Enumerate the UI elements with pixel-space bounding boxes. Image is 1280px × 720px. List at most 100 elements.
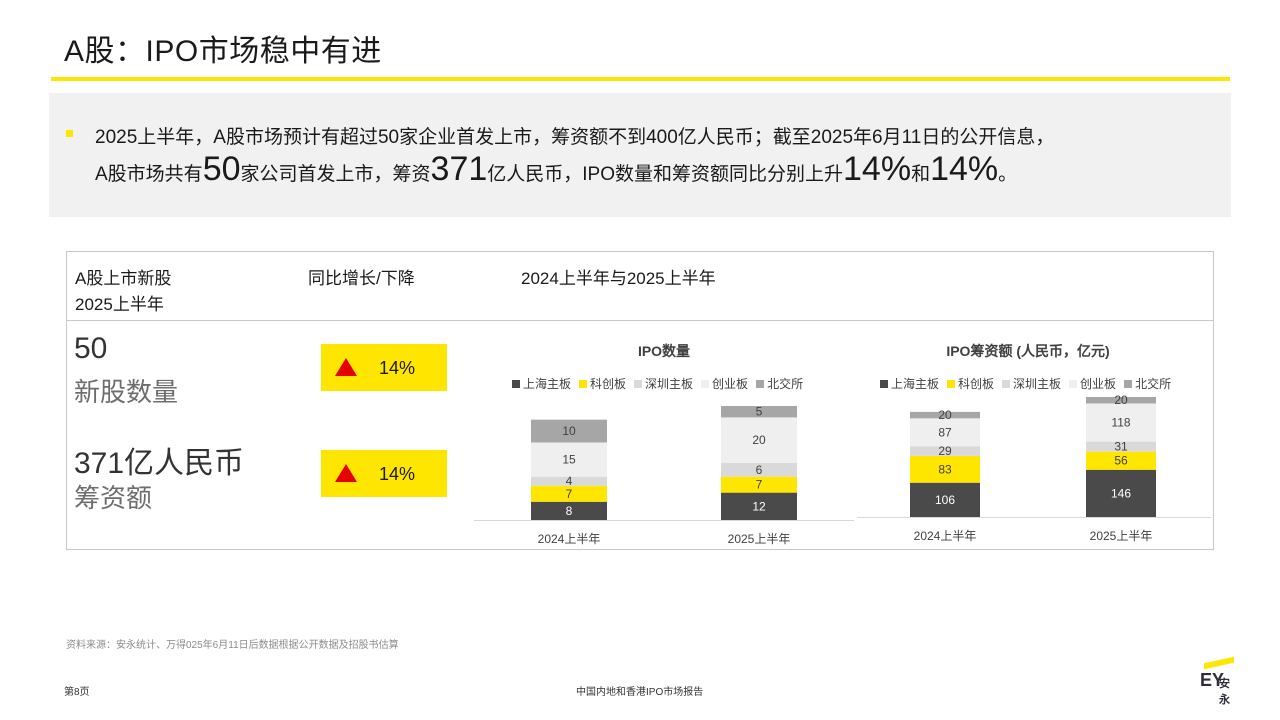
- data-label: 7: [566, 487, 573, 501]
- data-label: 83: [938, 462, 952, 476]
- bar-segment: [721, 406, 797, 418]
- bar-segment: [1086, 403, 1156, 442]
- legend-swatch: [947, 380, 956, 388]
- summary-line-1: 2025上半年，A股市场预计有超过50家企业首发上市，筹资额不到400亿人民币；…: [95, 127, 1055, 148]
- category-label: 2024上半年: [914, 529, 977, 543]
- legend-item: 创业板: [701, 375, 748, 392]
- source-note: 资料来源：安永统计、万得025年6月11日后数据根据公开数据及招股书估算: [66, 640, 399, 651]
- header-yoy: 同比增长/下降: [308, 269, 415, 288]
- kpi-count-value: 50: [74, 332, 108, 365]
- summary-count: 50: [202, 150, 241, 188]
- yoy-amount-value: 14%: [379, 464, 416, 484]
- legend-swatch: [701, 380, 710, 388]
- data-label: 31: [1114, 440, 1128, 454]
- legend-label: 科创板: [590, 377, 627, 391]
- legend-item: 科创板: [947, 375, 994, 392]
- bar-segment: [531, 442, 607, 477]
- data-label: 15: [562, 453, 576, 467]
- legend-item: 上海主板: [880, 375, 939, 392]
- kpi-amount-value: 371亿人民币: [74, 447, 245, 480]
- report-name: 中国内地和香港IPO市场报告: [576, 687, 704, 698]
- up-arrow-icon: [335, 358, 357, 376]
- data-label: 8: [566, 504, 573, 518]
- legend-swatch: [880, 380, 888, 388]
- legend-label: 深圳主板: [1013, 377, 1062, 391]
- legend-label: 科创板: [958, 377, 995, 391]
- bar-segment: [721, 417, 797, 463]
- bar-segment: [1086, 469, 1156, 517]
- panel-divider: [66, 320, 1214, 321]
- bar-segment: [910, 418, 980, 447]
- data-label: 7: [756, 478, 763, 492]
- bullet-icon: [66, 130, 73, 137]
- kpi-count-label: 新股数量: [74, 377, 179, 407]
- summary-amount: 371: [430, 150, 488, 188]
- bar-segment: [721, 492, 797, 520]
- legend-swatch: [634, 380, 643, 388]
- header-comparison: 2024上半年与2025上半年: [521, 269, 716, 288]
- legend-item: 上海主板: [512, 375, 571, 392]
- legend-swatch: [1002, 380, 1011, 388]
- logo-text: EY: [1200, 670, 1225, 690]
- logo-beam: [1204, 656, 1234, 670]
- yoy-count-badge: 14%: [321, 344, 447, 391]
- bar-segment: [721, 476, 797, 493]
- bar-segment: [910, 446, 980, 456]
- bar-segment: [531, 476, 607, 486]
- bar-segment: [1086, 397, 1156, 404]
- yoy-amount-badge: 14%: [321, 450, 447, 497]
- legend-label: 北交所: [1135, 377, 1172, 391]
- chart-ipo-amount-title: IPO筹资额 (人民币，亿元): [946, 343, 1110, 359]
- data-label: 12: [752, 499, 766, 513]
- data-label: 29: [938, 444, 952, 458]
- ey-logo: EY 安永: [1198, 656, 1238, 706]
- chart-ipo-count-title: IPO数量: [637, 343, 691, 359]
- up-arrow-icon: [335, 464, 357, 482]
- data-label: 56: [1114, 454, 1128, 468]
- legend-swatch: [756, 380, 765, 388]
- logo-text-cn: 安永: [1219, 678, 1230, 706]
- legend-label: 上海主板: [523, 377, 572, 391]
- legend-item: 深圳主板: [1002, 375, 1061, 392]
- legend-item: 北交所: [1124, 375, 1171, 392]
- bar-segment: [1086, 451, 1156, 470]
- bar-segment: [1086, 441, 1156, 452]
- summary-text: 家公司首发上市，筹资: [240, 164, 431, 185]
- legend-swatch: [1124, 380, 1133, 388]
- legend-swatch: [579, 380, 588, 388]
- data-label: 106: [935, 493, 955, 507]
- bar-segment: [721, 463, 797, 477]
- data-label: 20: [1114, 393, 1128, 407]
- legend-item: 科创板: [579, 375, 626, 392]
- legend-item: 深圳主板: [634, 375, 693, 392]
- category-label: 2024上半年: [538, 532, 601, 546]
- summary-box: [49, 93, 1231, 217]
- data-label: 146: [1111, 486, 1131, 500]
- chart-ipo-amount-legend: 上海主板 科创板 深圳主板 创业板 北交所: [880, 375, 1179, 392]
- yoy-count-value: 14%: [379, 358, 416, 378]
- bar-segment: [531, 419, 607, 443]
- category-label: 2025上半年: [728, 532, 791, 546]
- summary-text: 。: [998, 164, 1018, 185]
- legend-item: 北交所: [756, 375, 803, 392]
- summary-pct-amount: 14%: [930, 150, 999, 188]
- category-label: 2025上半年: [1090, 529, 1153, 543]
- bar-segment: [910, 455, 980, 483]
- chart-ipo-count-legend: 上海主板 科创板 深圳主板 创业板 北交所: [512, 375, 811, 392]
- stats-panel: [66, 251, 1214, 550]
- data-label: 5: [756, 405, 763, 419]
- legend-label: 创业板: [712, 377, 749, 391]
- header-period: 2025上半年: [75, 295, 164, 314]
- page-title: A股：IPO市场稳中有进: [64, 35, 382, 68]
- bar-segment: [910, 411, 980, 419]
- summary-pct-count: 14%: [843, 150, 912, 188]
- title-underline: [51, 77, 1230, 81]
- summary-text: 亿人民币，IPO数量和筹资额同比分别上升: [487, 164, 843, 185]
- data-label: 20: [938, 408, 952, 422]
- kpi-amount-label: 筹资额: [74, 483, 153, 513]
- data-label: 20: [752, 433, 766, 447]
- data-label: 118: [1111, 416, 1130, 430]
- summary-text: A股市场共有: [95, 164, 203, 185]
- legend-label: 北交所: [767, 377, 804, 391]
- legend-swatch: [1069, 380, 1078, 388]
